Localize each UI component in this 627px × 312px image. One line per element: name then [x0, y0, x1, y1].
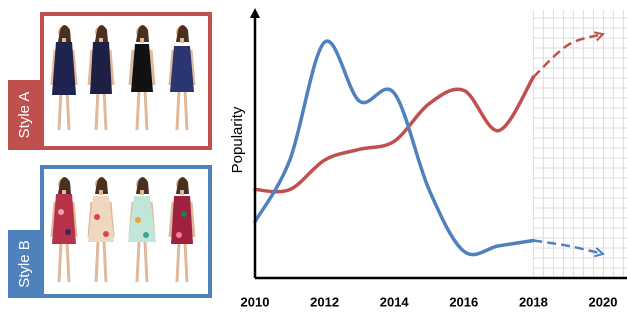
style-a-panel	[8, 14, 210, 150]
plot: 2010 2012 2014 2016 2018 2020	[241, 8, 627, 309]
legend-label: Style A	[16, 92, 33, 139]
style-b-panel	[8, 167, 210, 298]
x-tick-label: 2014	[380, 294, 410, 309]
x-tick-label: 2012	[310, 294, 339, 309]
page: {"chart_data": {"type": "line", "y_label…	[0, 0, 627, 312]
chart: Style A Style B Popularity 2010201220142…	[0, 0, 627, 312]
y-axis-label: Popularity	[229, 106, 246, 173]
line	[255, 41, 533, 254]
x-tick-label: 2016	[449, 294, 478, 309]
y-axis-arrow	[250, 8, 260, 18]
x-tick-label: 2018	[519, 294, 548, 309]
x-tick-label: 2020	[589, 294, 618, 309]
x-tick-label: 2010	[241, 294, 270, 309]
legend-label: Style B	[16, 240, 33, 288]
